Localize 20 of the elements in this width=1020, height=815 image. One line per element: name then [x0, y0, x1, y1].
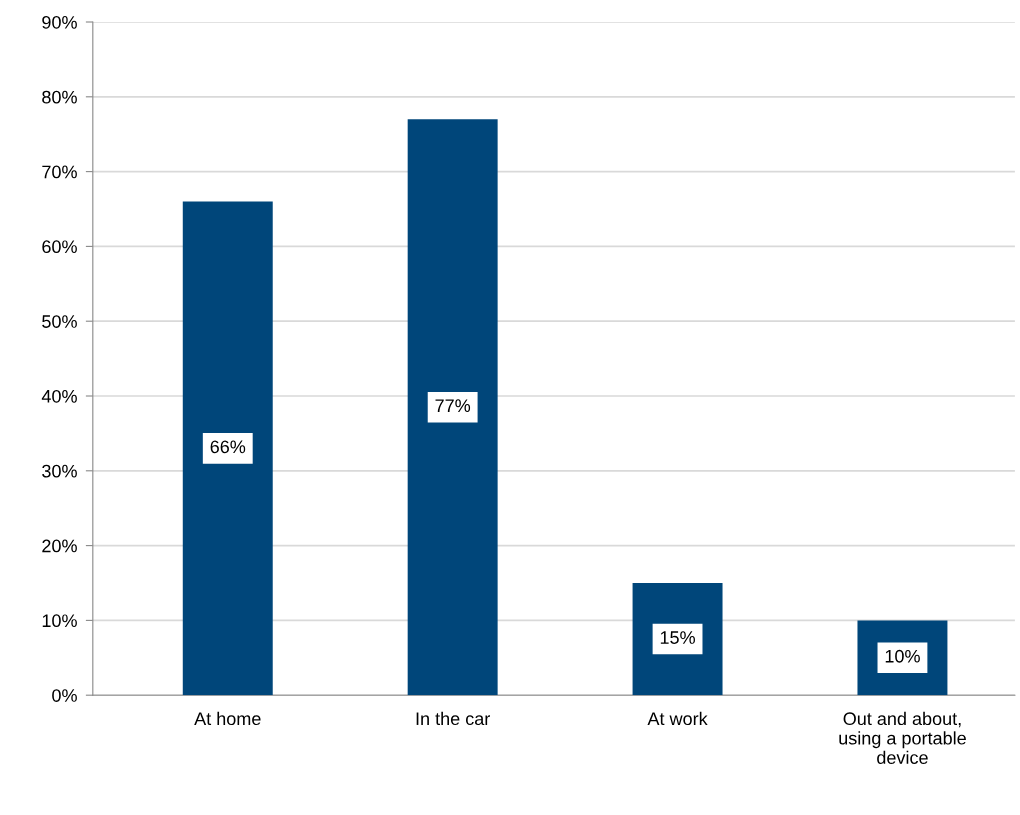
y-tick-label: 10% [42, 614, 77, 628]
bar [407, 119, 498, 696]
y-tick-label: 40% [41, 389, 77, 403]
y-tick-label: 30% [42, 464, 77, 478]
y-tick-label: 80% [42, 90, 77, 104]
y-tick-label: 0% [52, 689, 77, 702]
y-tick-label: 20% [42, 539, 77, 553]
data-label: 77% [435, 399, 471, 412]
x-tick-label: At home [194, 711, 261, 726]
x-tick-label: In the car [416, 711, 490, 726]
y-tick-label: 90% [42, 15, 77, 29]
y-tick-label: 60% [42, 240, 77, 254]
data-label: 10% [885, 649, 920, 663]
x-tick-label: At work [647, 711, 708, 726]
x-tick-label: Out and about, using a portable device [839, 711, 966, 765]
y-tick-label: 70% [42, 165, 77, 179]
y-tick-label: 50% [42, 315, 77, 328]
data-label: 66% [210, 440, 246, 454]
data-label: 15% [660, 631, 695, 644]
bar [182, 201, 273, 696]
